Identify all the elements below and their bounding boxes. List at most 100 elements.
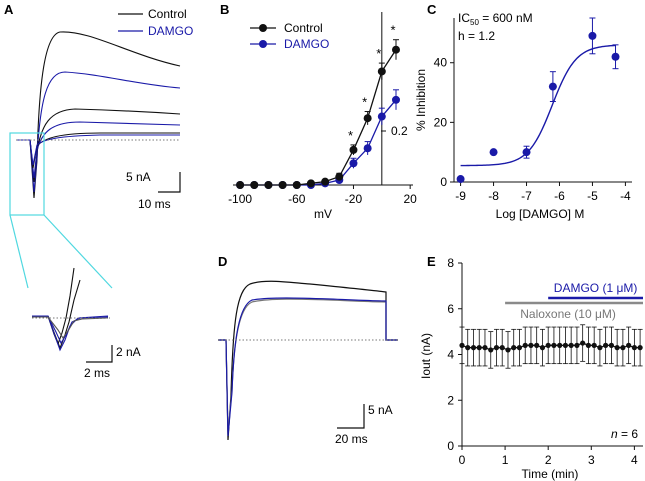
e-ytick-label: 8 xyxy=(447,256,454,270)
e-point xyxy=(488,347,494,353)
panel-c: -9 -8 -7 -6 -5 -4 0 20 40 % Inhibition Log [DAMG… xyxy=(414,11,632,221)
b-point-control xyxy=(278,181,287,189)
c-xtick-label: -7 xyxy=(521,189,532,203)
b-significance-asterisk: * xyxy=(376,46,381,61)
inset-zoom-line-right xyxy=(43,214,113,289)
b-point-control xyxy=(292,181,301,189)
scalebar-d xyxy=(337,404,365,429)
scalebar-a-time-label: 10 ms xyxy=(138,197,171,211)
d-trace-damgo xyxy=(218,297,398,437)
scalebar-a-inset xyxy=(86,345,113,363)
e-point xyxy=(620,345,626,351)
b-point-control xyxy=(391,45,400,54)
e-point xyxy=(465,345,471,351)
e-point xyxy=(580,340,586,346)
e-point xyxy=(528,342,534,348)
c-ic50-annotation: IC50 = 600 nM xyxy=(458,11,533,27)
trace-control-large xyxy=(16,31,181,199)
e-point xyxy=(493,345,500,351)
e-n-annotation: n = 6 xyxy=(611,427,638,441)
c-xtick-label: -9 xyxy=(455,189,466,203)
e-point xyxy=(591,342,597,348)
e-point xyxy=(522,342,528,348)
e-point xyxy=(608,342,615,348)
panel-d: 5 nA 20 ms xyxy=(218,280,398,446)
e-point xyxy=(482,345,488,351)
b-line-control xyxy=(240,49,397,186)
b-point-control xyxy=(250,181,259,189)
inset-trace-damgo-1 xyxy=(32,315,109,352)
e-ytick-label: 4 xyxy=(447,348,454,362)
legend-control-label: Control xyxy=(148,7,187,21)
b-legend-damgo-label: DAMGO xyxy=(284,37,329,51)
e-xtick-label: 2 xyxy=(545,453,552,467)
e-point xyxy=(574,342,580,348)
b-point-damgo xyxy=(363,144,372,153)
scalebar-a-current-label: 5 nA xyxy=(126,170,151,184)
b-significance-asterisk: * xyxy=(348,128,353,143)
b-line-damgo xyxy=(240,99,397,186)
c-xtick-label: -4 xyxy=(620,189,631,203)
c-hill-annotation: h = 1.2 xyxy=(458,29,495,43)
b-ytick-label-02: 0.2 xyxy=(391,124,408,138)
e-point xyxy=(534,342,540,348)
panel-label-d: D xyxy=(218,254,227,269)
panel-b: 0.2 -100 -60 -20 20 mV * * * * Control DAMGO xyxy=(228,12,417,221)
b-xtick-label: -20 xyxy=(345,192,363,206)
b-xtick-label: -100 xyxy=(228,192,252,206)
trace-damgo-small xyxy=(16,134,180,166)
c-ic50-subscript: 50 xyxy=(470,18,479,27)
e-point xyxy=(499,345,505,351)
b-point-control xyxy=(335,172,344,181)
e-point xyxy=(539,345,546,351)
scalebar-d-time-label: 20 ms xyxy=(335,432,368,446)
c-point xyxy=(611,52,620,61)
b-point-control xyxy=(377,67,386,76)
c-point xyxy=(548,82,557,91)
c-fit-curve xyxy=(460,44,616,167)
d-trace-control xyxy=(218,280,398,441)
panel-label-c: C xyxy=(427,2,437,17)
c-xtick-label: -8 xyxy=(488,189,499,203)
panel-label-e: E xyxy=(427,254,436,269)
b-legend-control-label: Control xyxy=(284,21,323,35)
b-point-damgo xyxy=(349,159,358,168)
e-ytick-label: 2 xyxy=(447,393,454,407)
panel-label-a: A xyxy=(4,2,14,17)
scalebar-a-inset-time-label: 2 ms xyxy=(84,366,110,380)
e-point xyxy=(470,345,477,351)
panel-label-b: B xyxy=(220,2,229,17)
e-xtick-label: 4 xyxy=(631,453,638,467)
scalebar-a-inset-current-label: 2 nA xyxy=(116,345,141,359)
e-ytick-label: 0 xyxy=(447,439,454,453)
c-x-axis-label: Log [DAMGO] M xyxy=(496,207,585,221)
panel-e: 0 1 2 3 4 0 2 4 6 8 Iout (nA) Time (min) DAMGO (1… xyxy=(419,256,643,481)
e-point xyxy=(631,345,637,351)
trace-damgo-mid xyxy=(16,121,181,179)
e-point xyxy=(568,342,574,348)
e-point xyxy=(511,345,517,351)
c-xtick-label: -5 xyxy=(587,189,598,203)
scalebar-a-main xyxy=(158,172,181,193)
panel-a: Control DAMGO 5 nA 10 ms xyxy=(9,7,193,380)
b-significance-asterisk: * xyxy=(390,23,395,38)
c-ytick-label: 40 xyxy=(434,56,448,70)
c-ic50-prefix: IC xyxy=(458,11,470,25)
c-y-axis-label: % Inhibition xyxy=(414,69,428,131)
e-point xyxy=(551,342,557,348)
e-point xyxy=(585,342,591,348)
inset-zoom-line-left xyxy=(9,214,29,289)
c-point xyxy=(588,31,597,40)
e-point xyxy=(545,342,551,348)
b-legend-damgo-marker xyxy=(259,40,267,48)
e-point xyxy=(597,345,603,351)
e-point xyxy=(557,342,563,348)
b-significance-asterisk: * xyxy=(362,95,367,110)
b-x-axis-label: mV xyxy=(314,207,332,221)
e-point xyxy=(459,342,465,348)
e-y-axis-label: Iout (nA) xyxy=(419,333,433,379)
b-point-damgo xyxy=(377,112,386,121)
e-point xyxy=(614,345,620,351)
e-xtick-label: 0 xyxy=(459,453,466,467)
